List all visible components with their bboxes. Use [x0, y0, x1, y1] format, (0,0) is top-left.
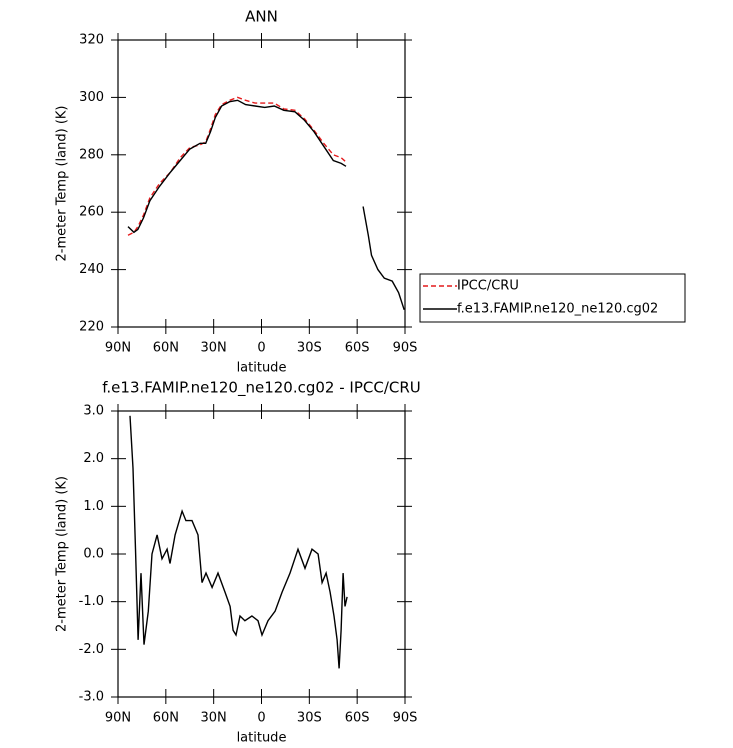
x-tick-label: 0 — [257, 711, 265, 726]
y-tick-label: 240 — [79, 262, 104, 277]
legend-label: f.e13.FAMIP.ne120_ne120.cg02 — [457, 302, 658, 317]
x-tick-label: 90S — [393, 341, 418, 356]
x-tick-label: 90N — [105, 711, 131, 726]
x-tick-label: 30N — [201, 341, 227, 356]
x-tick-label: 60S — [345, 711, 370, 726]
x-tick-label: 30S — [297, 711, 322, 726]
y-tick-label: 280 — [79, 147, 104, 162]
y-tick-label: 1.0 — [83, 499, 104, 514]
data-line — [127, 96, 347, 236]
x-axis-label: latitude — [237, 731, 287, 746]
y-axis-label: 2-meter Temp (land) (K) — [55, 106, 70, 262]
x-axis-label: latitude — [237, 361, 287, 376]
y-tick-label: 0.0 — [83, 547, 104, 562]
legend-label: IPCC/CRU — [457, 279, 519, 294]
y-tick-label: -2.0 — [79, 642, 104, 657]
x-tick-label: 30N — [201, 711, 227, 726]
x-tick-label: 0 — [257, 341, 265, 356]
y-tick-label: 220 — [79, 320, 104, 335]
y-tick-label: 260 — [79, 205, 104, 220]
data-line — [129, 415, 348, 669]
y-tick-label: -3.0 — [79, 690, 104, 705]
x-tick-label: 60N — [153, 341, 179, 356]
x-tick-label: 90S — [393, 711, 418, 726]
x-tick-label: 60S — [345, 341, 370, 356]
data-line — [127, 99, 405, 311]
x-tick-label: 90N — [105, 341, 131, 356]
y-axis-label: 2-meter Temp (land) (K) — [55, 476, 70, 632]
y-tick-label: -1.0 — [79, 594, 104, 609]
chart-title: f.e13.FAMIP.ne120_ne120.cg02 - IPCC/CRU — [102, 379, 421, 398]
y-tick-label: 300 — [79, 90, 104, 105]
legend-box — [419, 273, 686, 323]
chart-title: ANN — [245, 8, 278, 26]
y-tick-label: 2.0 — [83, 451, 104, 466]
x-tick-label: 60N — [153, 711, 179, 726]
x-tick-label: 30S — [297, 341, 322, 356]
y-tick-label: 320 — [79, 33, 104, 48]
y-tick-label: 3.0 — [83, 404, 104, 419]
